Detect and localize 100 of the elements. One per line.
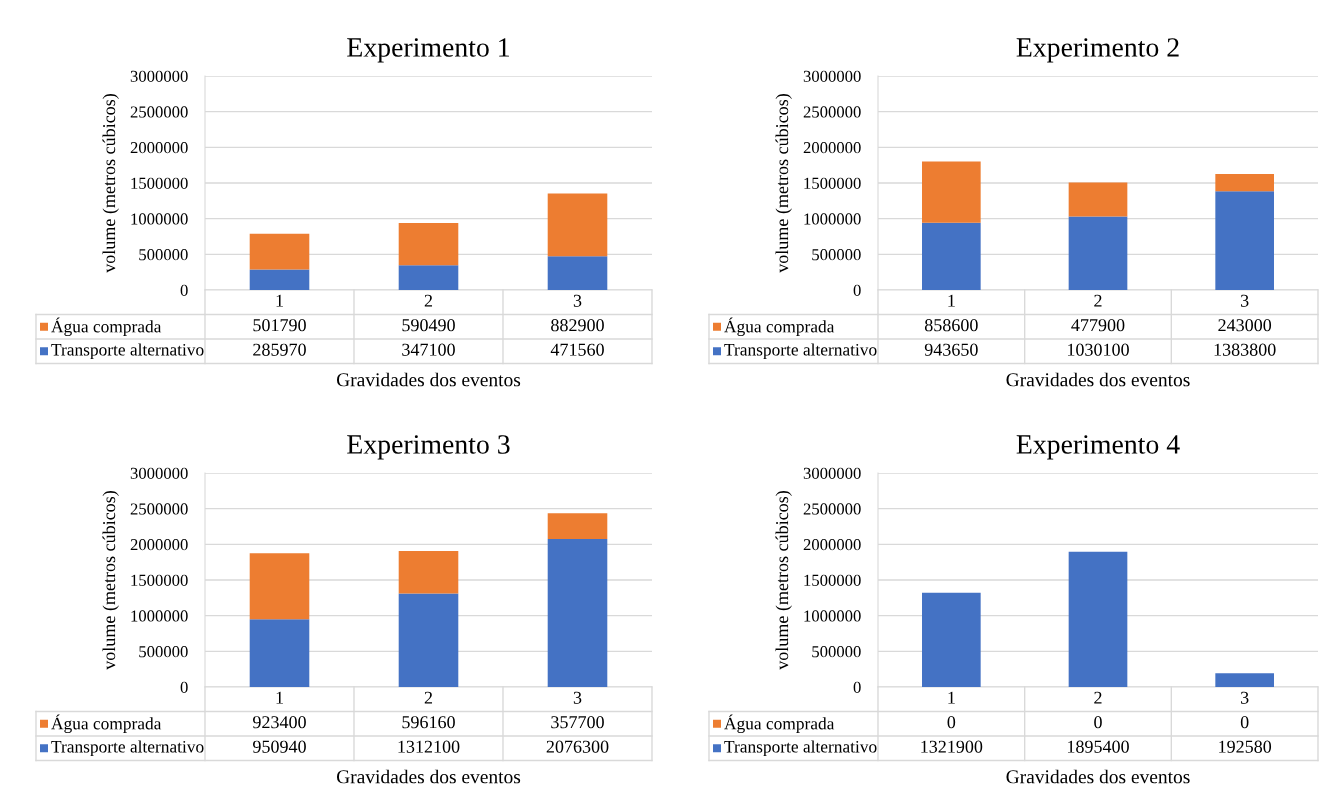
bar bbox=[922, 592, 981, 687]
legend-label: Água comprada bbox=[724, 317, 835, 337]
x-tick-label: 1 bbox=[276, 691, 283, 704]
chart-title: Experimento 2 bbox=[1016, 38, 1179, 63]
data-label: 882900 bbox=[551, 319, 604, 332]
bar bbox=[922, 161, 981, 223]
bar bbox=[249, 233, 310, 270]
legend-label: Água comprada bbox=[51, 714, 162, 734]
bar bbox=[249, 269, 310, 290]
x-tick-label: 1 bbox=[948, 691, 955, 704]
y-tick-label: 500000 bbox=[812, 249, 861, 261]
x-tick-label: 3 bbox=[573, 294, 582, 307]
y-tick-label: 0 bbox=[180, 681, 188, 693]
data-label: 0 bbox=[1240, 716, 1249, 729]
bar bbox=[1215, 191, 1274, 290]
y-tick-label: 2000000 bbox=[130, 539, 188, 551]
data-label: 943650 bbox=[924, 343, 978, 356]
data-label: 1895400 bbox=[1067, 740, 1129, 753]
bar bbox=[398, 593, 459, 687]
x-tick-label: 2 bbox=[1094, 294, 1102, 307]
data-label: 285970 bbox=[253, 343, 306, 356]
y-tick-label: 3000000 bbox=[803, 70, 861, 82]
data-label: 596160 bbox=[402, 716, 455, 729]
y-tick-label: 2500000 bbox=[803, 106, 861, 118]
x-tick-label: 1 bbox=[276, 294, 283, 307]
data-label: 347100 bbox=[402, 343, 455, 356]
y-tick-label: 0 bbox=[853, 284, 861, 296]
x-tick-label: 2 bbox=[1094, 691, 1102, 704]
bar bbox=[922, 222, 981, 290]
chart-title: Experimento 4 bbox=[1016, 435, 1180, 460]
bar bbox=[398, 550, 459, 594]
x-tick-label: 2 bbox=[424, 691, 433, 704]
bar bbox=[1068, 216, 1128, 290]
data-label: 590490 bbox=[402, 319, 455, 332]
y-tick-label: 3000000 bbox=[130, 70, 188, 82]
y-axis-title: volume (metros cúbicos) bbox=[102, 94, 119, 273]
x-axis-title: Gravidades dos eventos bbox=[1006, 372, 1190, 387]
bar bbox=[249, 553, 310, 620]
y-axis-title: volume (metros cúbicos) bbox=[102, 491, 119, 670]
y-tick-label: 1500000 bbox=[804, 177, 861, 189]
legend-label: Água comprada bbox=[51, 317, 162, 337]
data-label: 501790 bbox=[253, 319, 306, 332]
legend-label: Transporte alternativo bbox=[51, 343, 204, 360]
y-tick-label: 1000000 bbox=[131, 213, 188, 225]
chart-title: Experimento 3 bbox=[347, 435, 510, 460]
y-tick-label: 1500000 bbox=[804, 574, 861, 586]
y-tick-label: 2000000 bbox=[803, 539, 861, 551]
bar bbox=[547, 256, 608, 290]
data-label: 243000 bbox=[1218, 319, 1272, 332]
y-tick-label: 2500000 bbox=[130, 503, 188, 515]
x-tick-label: 3 bbox=[1241, 691, 1249, 704]
y-tick-label: 0 bbox=[180, 284, 188, 296]
y-tick-label: 3000000 bbox=[803, 467, 861, 479]
y-tick-label: 2000000 bbox=[130, 142, 188, 154]
bar bbox=[547, 513, 608, 539]
bar bbox=[249, 619, 310, 687]
y-tick-label: 1000000 bbox=[131, 610, 188, 622]
x-axis-title: Gravidades dos eventos bbox=[1006, 769, 1190, 784]
y-tick-label: 500000 bbox=[139, 249, 188, 261]
x-tick-label: 3 bbox=[573, 691, 582, 704]
bar bbox=[1068, 182, 1128, 217]
data-label: 477900 bbox=[1071, 319, 1125, 332]
bar bbox=[547, 538, 608, 687]
y-tick-label: 2000000 bbox=[803, 142, 861, 154]
bar bbox=[1215, 673, 1274, 687]
y-tick-label: 500000 bbox=[812, 646, 861, 658]
bar bbox=[547, 193, 608, 257]
y-tick-label: 0 bbox=[853, 681, 861, 693]
bar bbox=[1215, 173, 1274, 192]
y-tick-label: 1500000 bbox=[131, 574, 188, 586]
bar bbox=[398, 223, 459, 266]
y-tick-label: 3000000 bbox=[130, 467, 188, 479]
y-tick-label: 2500000 bbox=[803, 503, 861, 515]
data-label: 950940 bbox=[253, 740, 306, 753]
data-label: 1030100 bbox=[1067, 343, 1129, 356]
data-label: 2076300 bbox=[546, 740, 609, 753]
data-label: 471560 bbox=[550, 343, 604, 356]
y-tick-label: 1500000 bbox=[131, 177, 188, 189]
bar bbox=[398, 265, 459, 290]
y-axis-title: volume (metros cúbicos) bbox=[775, 491, 792, 670]
data-label: 1321900 bbox=[921, 740, 983, 753]
data-label: 357700 bbox=[551, 716, 604, 729]
x-axis-title: Gravidades dos eventos bbox=[336, 372, 521, 387]
y-tick-label: 500000 bbox=[139, 646, 188, 658]
legend-label: Transporte alternativo bbox=[724, 343, 877, 360]
x-tick-label: 1 bbox=[948, 294, 955, 307]
data-label: 858600 bbox=[924, 319, 978, 332]
x-axis-title: Gravidades dos eventos bbox=[336, 769, 521, 784]
y-tick-label: 1000000 bbox=[804, 213, 861, 225]
legend-label: Transporte alternativo bbox=[724, 740, 877, 757]
legend-label: Água comprada bbox=[724, 714, 835, 734]
x-tick-label: 3 bbox=[1241, 294, 1249, 307]
data-label: 192580 bbox=[1219, 740, 1272, 753]
data-label: 1383800 bbox=[1214, 343, 1276, 356]
data-label: 923400 bbox=[253, 716, 306, 729]
y-tick-label: 1000000 bbox=[804, 610, 861, 622]
data-label: 0 bbox=[947, 716, 956, 729]
bar bbox=[1068, 551, 1128, 687]
x-tick-label: 2 bbox=[424, 294, 433, 307]
legend-label: Transporte alternativo bbox=[51, 740, 204, 757]
